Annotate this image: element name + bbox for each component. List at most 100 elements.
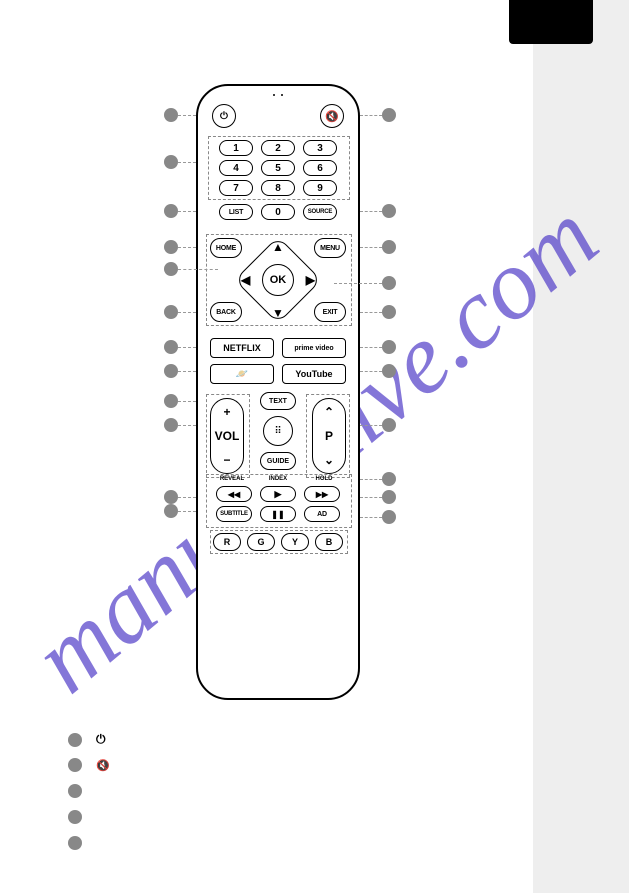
callout-dot-r6 [382, 340, 396, 354]
vol-minus: − [223, 453, 230, 467]
play-button[interactable]: ▶ [260, 486, 296, 502]
prime-video-button[interactable]: prime video [282, 338, 346, 358]
callout-dot-l9 [164, 394, 178, 408]
center-column: TEXT ⠿ GUIDE [260, 392, 296, 470]
callout-line-l4 [178, 247, 196, 248]
vol-plus: + [223, 405, 230, 419]
page-tab [509, 0, 593, 44]
source-button[interactable]: SOURCE [303, 204, 337, 220]
youtube-button[interactable]: YouTube [282, 364, 346, 384]
rewind-button[interactable]: ◀◀ [216, 486, 252, 502]
callout-line-r4 [334, 283, 382, 284]
arrow-left[interactable]: ◀ [241, 273, 250, 287]
arrow-right[interactable]: ▶ [306, 273, 315, 287]
callout-line-r3 [360, 247, 382, 248]
power-button[interactable]: ⏻ [212, 104, 236, 128]
callout-dot-l4 [164, 240, 178, 254]
callout-dot-l8 [164, 364, 178, 378]
key-5[interactable]: 5 [261, 160, 295, 176]
callout-line-l6 [178, 312, 196, 313]
key-9[interactable]: 9 [303, 180, 337, 196]
callout-line-r5 [360, 312, 382, 313]
callout-dot-r5 [382, 305, 396, 319]
key-6[interactable]: 6 [303, 160, 337, 176]
key-3[interactable]: 3 [303, 140, 337, 156]
key-2[interactable]: 2 [261, 140, 295, 156]
callout-dot-r7 [382, 364, 396, 378]
dpad: ▲ ▼ ◀ ▶ OK [235, 242, 321, 318]
legend-dot-5 [68, 836, 82, 850]
callout-dot-l1 [164, 108, 178, 122]
callout-dot-r1 [382, 108, 396, 122]
callout-line-r11 [360, 517, 382, 518]
pause-button[interactable]: ❚❚ [260, 506, 296, 522]
ffwd-button[interactable]: ▶▶ [304, 486, 340, 502]
apps-button[interactable]: ⠿ [263, 416, 293, 446]
callout-dot-l3 [164, 204, 178, 218]
arrow-up[interactable]: ▲ [272, 240, 284, 254]
legend-row-2: 🔇 [68, 758, 110, 772]
callout-dot-r8 [382, 418, 396, 432]
color-key-g[interactable]: G [247, 533, 275, 551]
callout-dot-l12 [164, 504, 178, 518]
legend-dot-1 [68, 733, 82, 747]
remote-mic-dots [273, 94, 283, 96]
legend-dot-2 [68, 758, 82, 772]
key-1[interactable]: 1 [219, 140, 253, 156]
callout-line-r6 [360, 347, 382, 348]
page-root: manualshive.com ⏻ 🔇 1 2 3 4 5 [0, 0, 629, 893]
subtitle-button[interactable]: SUBTITLE [216, 506, 252, 522]
guide-button[interactable]: GUIDE [260, 452, 296, 470]
callout-line-l11 [178, 497, 196, 498]
netflix-button[interactable]: NETFLIX [210, 338, 274, 358]
callout-line-l8 [178, 371, 196, 372]
key-0[interactable]: 0 [261, 204, 295, 220]
color-key-r[interactable]: R [213, 533, 241, 551]
legend-dot-4 [68, 810, 82, 824]
callout-line-l2 [178, 162, 196, 163]
vol-label: VOL [215, 429, 240, 443]
callout-dot-r11 [382, 510, 396, 524]
list-button[interactable]: LIST [219, 204, 253, 220]
callout-line-l9 [178, 401, 196, 402]
arrow-down[interactable]: ▼ [272, 306, 284, 320]
ad-button[interactable]: AD [304, 506, 340, 522]
callout-line-l3 [178, 211, 196, 212]
callout-dot-r4 [382, 276, 396, 290]
ok-button[interactable]: OK [262, 264, 294, 296]
prog-down: ⌄ [324, 453, 334, 467]
side-strip [533, 0, 629, 893]
browser-icon: 🪐 [236, 369, 248, 380]
key-8[interactable]: 8 [261, 180, 295, 196]
legend-row-4 [68, 810, 82, 824]
hold-over: HOLD [304, 476, 344, 482]
legend-power-icon: ⏻ [96, 732, 106, 747]
key-4[interactable]: 4 [219, 160, 253, 176]
callout-dot-l10 [164, 418, 178, 432]
text-button[interactable]: TEXT [260, 392, 296, 410]
callout-line-l12 [178, 511, 196, 512]
callout-line-l10 [178, 425, 196, 426]
color-key-b[interactable]: B [315, 533, 343, 551]
index-over: INDEX [258, 476, 298, 482]
callout-line-l5 [178, 269, 218, 270]
prog-up: ⌃ [324, 405, 334, 419]
callout-dot-l11 [164, 490, 178, 504]
callout-line-r2 [360, 211, 382, 212]
program-rocker[interactable]: ⌃ P ⌄ [312, 398, 346, 474]
callout-line-l7 [178, 347, 196, 348]
callout-dot-r2 [382, 204, 396, 218]
callout-dot-r9 [382, 472, 396, 486]
legend-mute-icon: 🔇 [96, 759, 110, 772]
callout-line-r1 [360, 115, 382, 116]
callout-dot-l6 [164, 305, 178, 319]
browser-button[interactable]: 🪐 [210, 364, 274, 384]
key-7[interactable]: 7 [219, 180, 253, 196]
mute-icon: 🔇 [321, 105, 343, 127]
volume-rocker[interactable]: + VOL − [210, 398, 244, 474]
callout-dot-l5 [164, 262, 178, 276]
legend-row-1: ⏻ [68, 732, 106, 747]
color-key-y[interactable]: Y [281, 533, 309, 551]
mute-button[interactable]: 🔇 [320, 104, 344, 128]
callout-line-l1 [178, 115, 196, 116]
